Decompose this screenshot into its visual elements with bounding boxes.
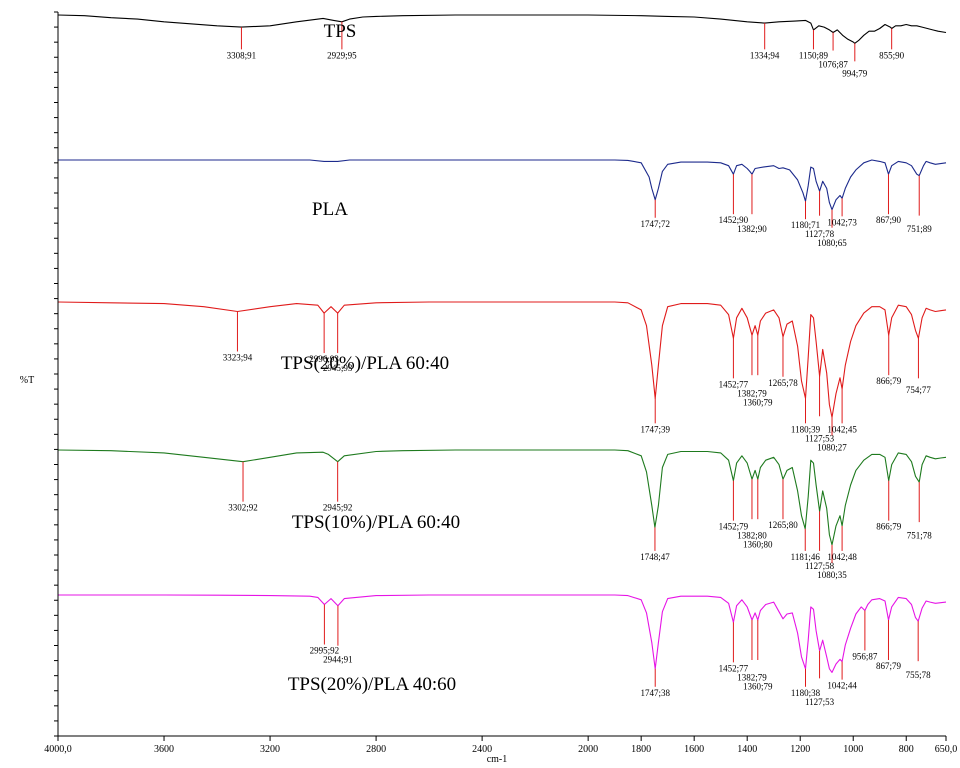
x-tick-label: 800	[899, 744, 914, 755]
peak-label: 1265;78	[768, 378, 798, 388]
peak-label: 1181;46	[791, 552, 821, 562]
peak-label: 1127;53	[805, 433, 835, 443]
peak-label: 1042;48	[827, 552, 857, 562]
peak-label: 1127;78	[805, 229, 835, 239]
peak-label: 1452;77	[719, 663, 749, 673]
peak-annotations: 3308;91 2929;95 1334;94 1150;891076;87994;7…	[223, 21, 933, 707]
peak-label: 2945;93	[323, 363, 353, 373]
peak-label: 1452;79	[719, 522, 749, 532]
peak-label: 994;79	[842, 68, 868, 78]
peak-label: 2995;92	[310, 646, 340, 656]
peak-label: 1180;38	[791, 688, 821, 698]
peak-label: 1127;58	[805, 561, 835, 571]
x-tick-label: 3200	[260, 744, 280, 755]
peak-label: 755;78	[906, 670, 932, 680]
peak-label: 3323;94	[223, 352, 253, 362]
peak-label: 1080;27	[817, 442, 847, 452]
peak-label: 1180;71	[791, 220, 820, 230]
spectrum-title-3: TPS(10%)/PLA 60:40	[292, 512, 460, 533]
spectrum-title-1: PLA	[312, 199, 348, 220]
peak-label: 1360;80	[743, 540, 773, 550]
peak-label: 1042;45	[827, 424, 857, 434]
peak-label: 1042;44	[827, 681, 857, 691]
peak-label: 956;87	[852, 651, 878, 661]
x-tick-label: 1000	[843, 744, 863, 755]
peak-label: 1080;65	[817, 238, 847, 248]
x-tick-label: 1800	[631, 744, 651, 755]
peak-label: 3308;91	[227, 50, 257, 60]
peak-label: 867;79	[876, 661, 902, 671]
spectrum-line-1	[58, 159, 947, 211]
y-axis-title: %T	[20, 375, 34, 386]
spectra-traces	[57, 14, 947, 673]
peak-label: 751;78	[907, 531, 933, 541]
x-tick-label: 2800	[366, 744, 386, 755]
peak-label: 1748;47	[640, 552, 670, 562]
peak-label: 1360;79	[743, 681, 773, 691]
axis-ticks: 4000,0 3600 3200 2800 2400 2000 1800 1600 1400 12…	[44, 11, 958, 755]
spectrum-title-0: TPS	[324, 21, 357, 42]
peak-label: 1080;35	[817, 570, 847, 580]
x-tick-label: 650,0	[935, 744, 958, 755]
peak-label: 1127;53	[805, 697, 835, 707]
spectrum-line-0	[57, 14, 947, 44]
peak-label: 1042;73	[827, 217, 857, 227]
spectrum-line-3	[57, 449, 947, 546]
peak-label: 1334;94	[750, 50, 780, 60]
peak-label: 1382;79	[737, 388, 767, 398]
peak-label: 1452;77	[719, 379, 749, 389]
peak-label: 3302;92	[228, 503, 258, 513]
peak-label: 1076;87	[818, 59, 848, 69]
peak-label: 1747;72	[640, 219, 670, 229]
x-tick-label: 3600	[154, 744, 174, 755]
spectrum-title-2: TPS(20%)/PLA 60:40	[281, 353, 449, 374]
peak-label: 754;77	[906, 385, 932, 395]
x-tick-label: 4000,0	[44, 744, 72, 755]
spectrum-line-2	[57, 301, 947, 418]
peak-label: 2929;95	[327, 50, 357, 60]
spectrum-titles: TPS PLA TPS(20%)/PLA 60:40 TPS(10%)/PLA 60:…	[281, 21, 460, 695]
x-tick-label: 2000	[578, 744, 598, 755]
peak-label: 2945;92	[323, 503, 353, 513]
peak-label: 866;79	[876, 522, 902, 532]
peak-label: 1747;38	[640, 688, 670, 698]
spectrum-title-4: TPS(20%)/PLA 40:60	[288, 674, 456, 695]
peak-label: 1452;90	[719, 215, 749, 225]
peak-label: 2944;91	[323, 655, 353, 665]
x-axis-title: cm-1	[487, 754, 508, 765]
x-tick-label: 1600	[684, 744, 704, 755]
peak-label: 1382;90	[737, 224, 767, 234]
peak-label: 1382;80	[737, 531, 767, 541]
peak-label: 1180;39	[791, 424, 821, 434]
peak-label: 866;79	[876, 376, 902, 386]
peak-label: 867;90	[876, 215, 902, 225]
peak-label: 1265;80	[768, 520, 798, 530]
peak-label: 751;89	[907, 224, 933, 234]
x-tick-label: 2400	[472, 744, 492, 755]
peak-label: 1360;79	[743, 397, 773, 407]
peak-label: 1382;79	[737, 672, 767, 682]
peak-label: 1150;89	[799, 50, 829, 60]
x-tick-label: 1200	[790, 744, 810, 755]
spectrum-line-4	[58, 594, 947, 673]
peak-label: 2996;93	[309, 354, 339, 364]
peak-label: 855;90	[879, 50, 905, 60]
peak-label: 1747;39	[640, 424, 670, 434]
x-tick-label: 1400	[737, 744, 757, 755]
